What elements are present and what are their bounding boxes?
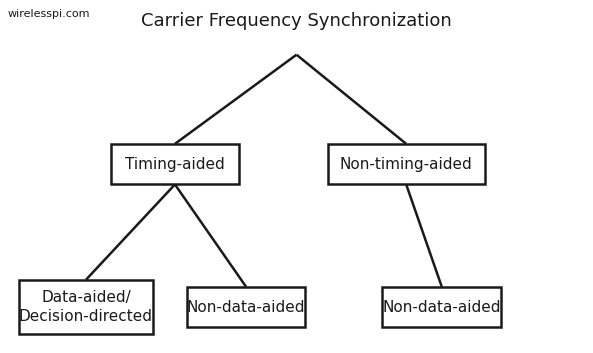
FancyBboxPatch shape bbox=[382, 287, 501, 328]
Text: Non-timing-aided: Non-timing-aided bbox=[340, 157, 473, 172]
FancyBboxPatch shape bbox=[111, 144, 238, 184]
Text: Carrier Frequency Synchronization: Carrier Frequency Synchronization bbox=[141, 12, 452, 30]
FancyBboxPatch shape bbox=[187, 287, 305, 328]
FancyBboxPatch shape bbox=[19, 280, 152, 335]
Text: Non-data-aided: Non-data-aided bbox=[382, 300, 501, 315]
Text: wirelesspi.com: wirelesspi.com bbox=[7, 9, 90, 19]
Text: Data-aided/
Decision-directed: Data-aided/ Decision-directed bbox=[19, 290, 153, 324]
FancyBboxPatch shape bbox=[327, 144, 484, 184]
Text: Timing-aided: Timing-aided bbox=[125, 157, 225, 172]
Text: Non-data-aided: Non-data-aided bbox=[187, 300, 305, 315]
